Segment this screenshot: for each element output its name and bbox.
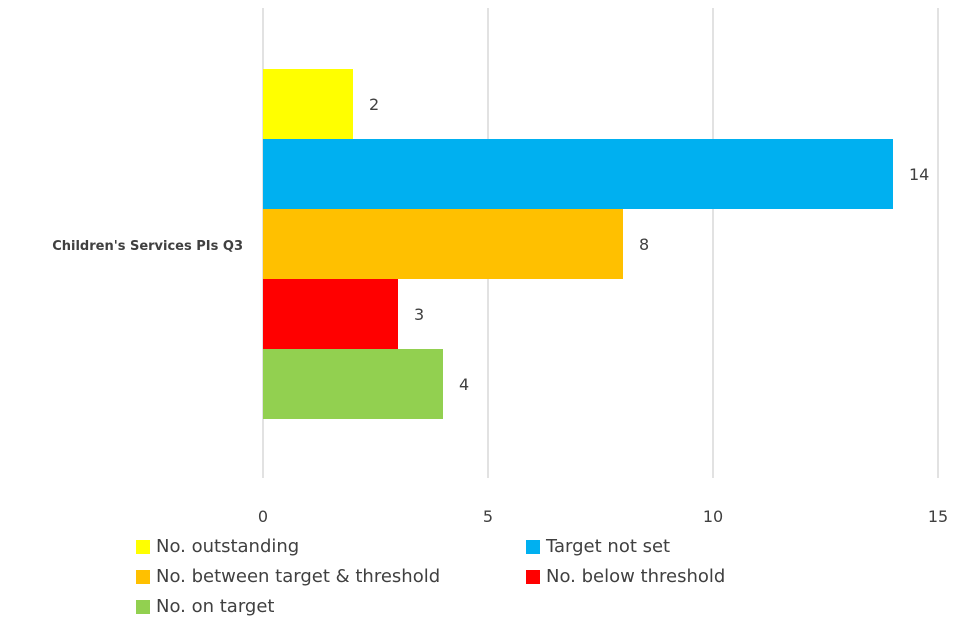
bar [263,139,893,209]
x-tick-label: 10 [703,507,723,526]
legend-swatch [526,539,540,554]
data-label: 3 [414,305,424,324]
x-tick-label: 5 [483,507,493,526]
legend-label: No. below threshold [546,566,726,587]
data-label: 4 [459,375,469,394]
legend-swatch [136,539,150,554]
legend-swatch [136,569,150,584]
bars [263,69,893,419]
x-tick-label: 0 [258,507,268,526]
legend-swatch [526,569,540,584]
legend-label: Target not set [546,536,671,557]
data-label: 2 [369,95,379,114]
x-tick-label: 15 [928,507,948,526]
bar [263,349,443,419]
bar [263,209,623,279]
data-labels: 2 14 8 3 4 [369,95,929,394]
legend-swatch [136,599,150,614]
x-axis-ticks: 0 5 10 15 [258,507,948,526]
data-label: 14 [909,165,929,184]
bar [263,279,398,349]
legend-item-below-threshold: No. below threshold [526,566,725,587]
legend-item-between-target-threshold: No. between target & threshold [136,566,440,587]
legend-item-outstanding: No. outstanding [136,536,299,557]
data-label: 8 [639,235,649,254]
bar [263,69,353,139]
legend-item-on-target: No. on target [136,596,274,617]
legend-label: No. between target & threshold [156,566,441,587]
category-label: Children's Services PIs Q3 [52,239,243,254]
legend-item-target-not-set: Target not set [526,536,670,557]
bar-chart: 2 14 8 3 4 0 5 10 15 Children's Services PIs Q3 [52,8,948,526]
legend-label: No. outstanding [156,536,300,557]
legend-label: No. on target [156,596,275,617]
